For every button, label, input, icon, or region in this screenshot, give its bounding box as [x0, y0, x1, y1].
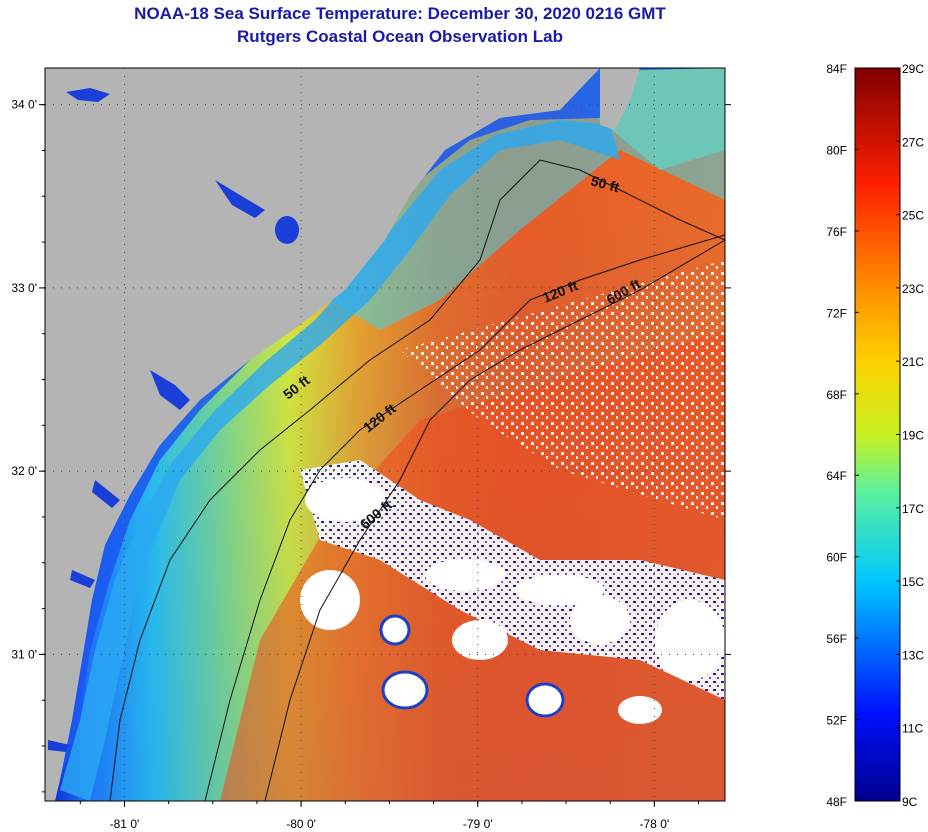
- lat-tick-label: 33 0': [11, 281, 37, 295]
- colorbar-c-label: 23C: [902, 282, 924, 296]
- colorbar-f-label: 64F: [826, 469, 847, 483]
- colorbar-c-label: 13C: [902, 648, 924, 662]
- colorbar-f-label: 72F: [826, 306, 847, 320]
- colorbar-f-label: 52F: [826, 714, 847, 728]
- colorbar-f-label: 48F: [826, 795, 847, 809]
- contour-label-50ft-north: 50 ft: [589, 172, 621, 195]
- colorbar-f-label: 76F: [826, 225, 847, 239]
- lon-tick-label: -78 0': [640, 817, 670, 831]
- map-title: NOAA-18 Sea Surface Temperature: Decembe…: [134, 4, 666, 23]
- colorbar-f-label: 68F: [826, 388, 847, 402]
- colorbar-c-label: 27C: [902, 135, 924, 149]
- latitude-labels: 34 0' 33 0' 32 0' 31 0': [11, 98, 37, 662]
- lat-tick-label: 34 0': [11, 98, 37, 112]
- colorbar-c-label: 25C: [902, 209, 924, 223]
- colorbar-c-label: 29C: [902, 62, 924, 76]
- colorbar-c-label: 19C: [902, 429, 924, 443]
- colorbar-f-label: 56F: [826, 632, 847, 646]
- contour-50ft-line: [109, 159, 725, 801]
- colorbar-f-label: 84F: [826, 62, 847, 76]
- lon-tick-label: -80 0': [286, 817, 316, 831]
- axis-ticks: [39, 104, 731, 807]
- map-frame: [44, 67, 726, 802]
- colorbar-c-label: 11C: [902, 722, 923, 736]
- colorbar-celsius-labels: 29C 27C 25C 23C 21C 19C 17C 15C 13C 11C 9C: [896, 62, 924, 809]
- colorbar-fahrenheit-labels: 84F 80F 76F 72F 68F 64F 60F 56F 52F 48F: [826, 62, 859, 809]
- colorbar-c-label: 9C: [902, 795, 918, 809]
- colorbar-c-label: 15C: [902, 575, 924, 589]
- contour-600ft-line: [264, 239, 725, 801]
- cloud-cover: [300, 460, 725, 700]
- contour-120ft-line: [204, 234, 725, 801]
- isobath-contours: [109, 159, 725, 801]
- colorbar-c-label: 21C: [902, 355, 924, 369]
- lon-tick-label: -81 0': [110, 817, 140, 831]
- colorbar: [854, 67, 901, 802]
- colorbar-f-label: 60F: [826, 551, 847, 565]
- lat-tick-label: 32 0': [11, 464, 37, 478]
- map-subtitle: Rutgers Coastal Ocean Observation Lab: [237, 27, 563, 46]
- lon-tick-label: -79 0': [463, 817, 493, 831]
- colorbar-c-label: 17C: [902, 502, 924, 516]
- longitude-labels: -81 0' -80 0' -79 0' -78 0': [110, 817, 670, 831]
- colorbar-f-label: 80F: [826, 143, 847, 157]
- land-mass: [45, 68, 600, 801]
- lat-tick-label: 31 0': [11, 647, 37, 661]
